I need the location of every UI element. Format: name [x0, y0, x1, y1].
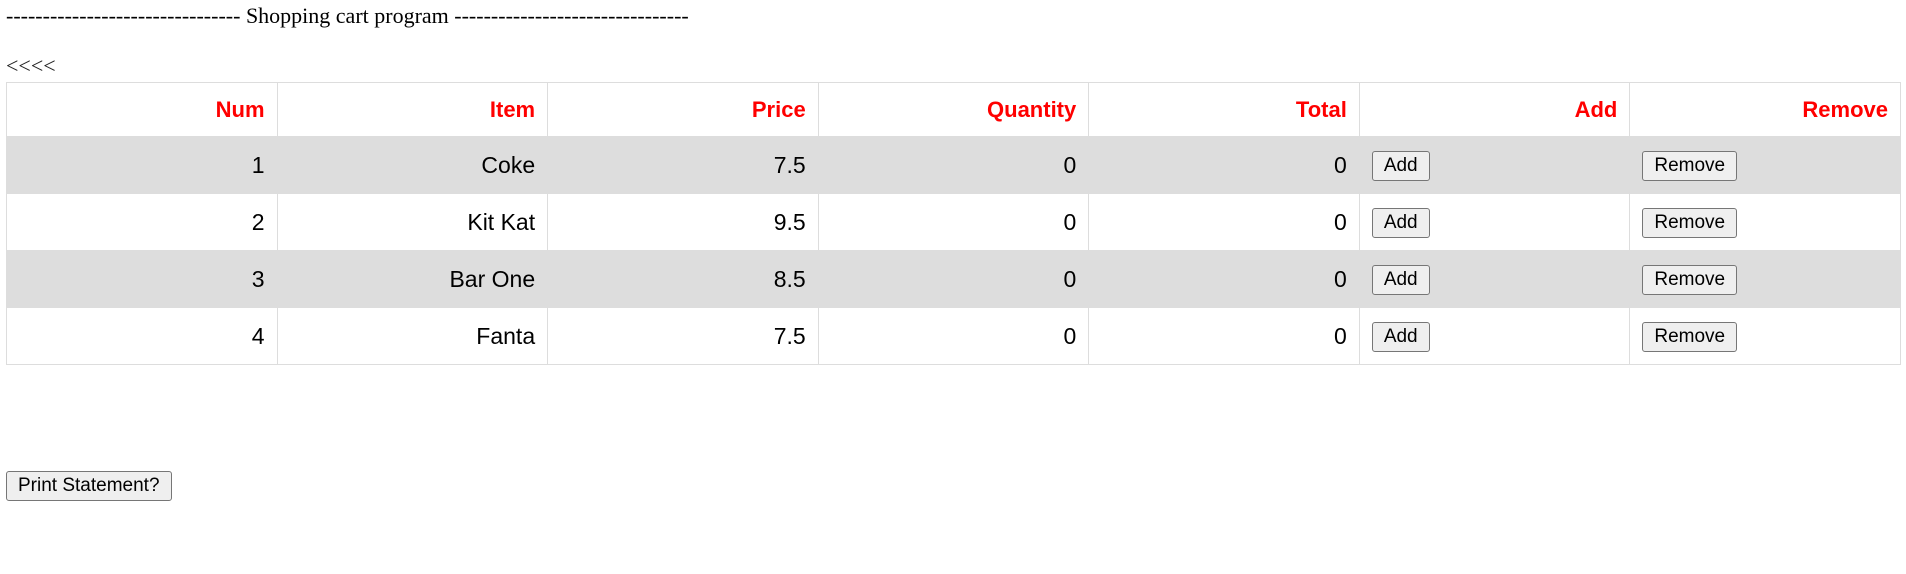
column-header-remove: Remove: [1629, 82, 1901, 137]
column-header-add: Add: [1358, 82, 1631, 137]
add-button[interactable]: Add: [1371, 321, 1430, 352]
cell-price: 7.5: [547, 136, 819, 194]
cell-num: 1: [6, 136, 278, 194]
print-statement-button[interactable]: Print Statement?: [6, 471, 172, 501]
add-button[interactable]: Add: [1371, 207, 1430, 238]
column-header-item: Item: [276, 82, 549, 137]
table-row: 2 Kit Kat 9.5 0 0 Add Remove: [6, 193, 1901, 251]
cell-price: 7.5: [547, 307, 819, 365]
add-button[interactable]: Add: [1371, 150, 1430, 181]
cell-quantity: 0: [817, 307, 1090, 365]
cell-remove: Remove: [1629, 307, 1901, 365]
cell-remove: Remove: [1629, 136, 1901, 194]
table-row: 1 Coke 7.5 0 0 Add Remove: [6, 136, 1901, 194]
cell-remove: Remove: [1629, 250, 1901, 308]
cell-total: 0: [1088, 250, 1360, 308]
cell-quantity: 0: [817, 193, 1090, 251]
cell-total: 0: [1088, 193, 1360, 251]
back-link[interactable]: <<<<: [6, 53, 56, 78]
cell-add: Add: [1358, 193, 1631, 251]
add-button[interactable]: Add: [1371, 264, 1430, 295]
column-header-num: Num: [6, 82, 278, 137]
page-title: -------------------------------- Shoppin…: [6, 3, 689, 28]
remove-button[interactable]: Remove: [1642, 321, 1738, 352]
column-header-price: Price: [547, 82, 819, 137]
cell-num: 4: [6, 307, 278, 365]
column-header-total: Total: [1088, 82, 1360, 137]
cell-remove: Remove: [1629, 193, 1901, 251]
cell-item: Kit Kat: [276, 193, 549, 251]
cell-quantity: 0: [817, 250, 1090, 308]
table-row: 4 Fanta 7.5 0 0 Add Remove: [6, 307, 1901, 365]
cell-total: 0: [1088, 136, 1360, 194]
remove-button[interactable]: Remove: [1642, 150, 1738, 181]
cell-num: 3: [6, 250, 278, 308]
cell-price: 8.5: [547, 250, 819, 308]
cell-price: 9.5: [547, 193, 819, 251]
cell-total: 0: [1088, 307, 1360, 365]
cell-add: Add: [1358, 250, 1631, 308]
remove-button[interactable]: Remove: [1642, 264, 1738, 295]
remove-button[interactable]: Remove: [1642, 207, 1738, 238]
cell-num: 2: [6, 193, 278, 251]
column-header-quantity: Quantity: [817, 82, 1090, 137]
table-header-row: Num Item Price Quantity Total Add Remove: [6, 82, 1901, 137]
cell-add: Add: [1358, 136, 1631, 194]
cell-quantity: 0: [817, 136, 1090, 194]
cell-item: Coke: [276, 136, 549, 194]
cell-item: Fanta: [276, 307, 549, 365]
table-row: 3 Bar One 8.5 0 0 Add Remove: [6, 250, 1901, 308]
cell-item: Bar One: [276, 250, 549, 308]
cell-add: Add: [1358, 307, 1631, 365]
cart-table: Num Item Price Quantity Total Add Remove…: [6, 82, 1901, 365]
